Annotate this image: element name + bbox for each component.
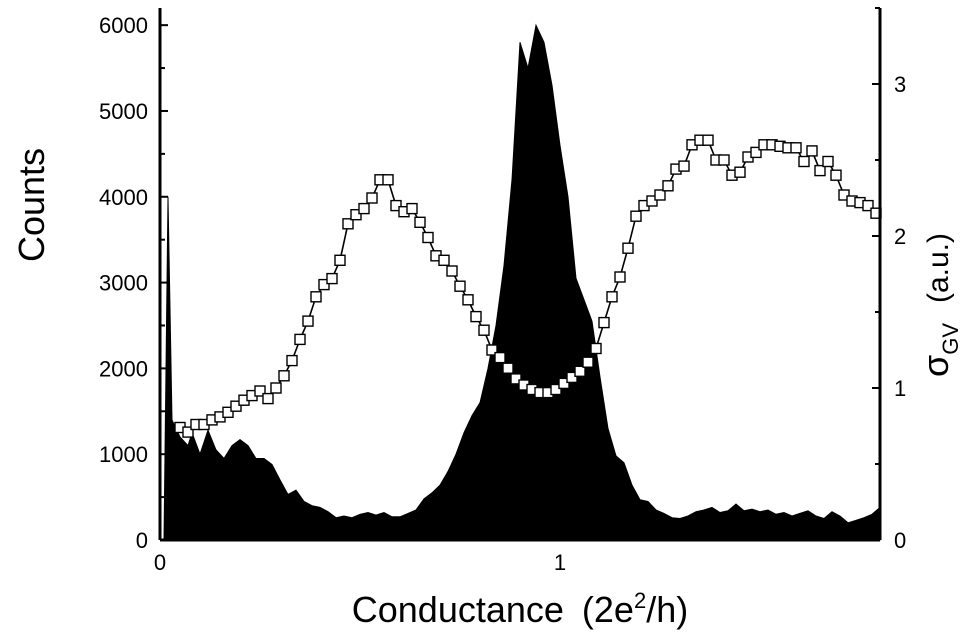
sigma-gv-marker xyxy=(262,392,274,405)
sigma-gv-marker xyxy=(566,371,578,384)
sigma-gv-marker xyxy=(806,145,818,157)
sigma-gv-marker xyxy=(606,291,618,303)
sigma-gv-marker xyxy=(182,426,194,438)
sigma-gv-marker xyxy=(582,356,594,368)
sigma-gv-marker xyxy=(614,271,626,283)
sigma-gv-marker xyxy=(550,383,562,396)
y-axis-right-title-sub: GV xyxy=(938,323,963,355)
sigma-gv-marker xyxy=(590,342,602,355)
y-left-tick-label: 6000 xyxy=(99,13,148,38)
sigma-gv-marker xyxy=(342,218,354,230)
sigma-gv-marker xyxy=(862,199,874,212)
sigma-gv-marker xyxy=(294,333,306,346)
y-right-tick-label: 3 xyxy=(894,72,906,97)
sigma-gv-marker xyxy=(230,400,242,412)
sigma-gv-marker xyxy=(326,272,338,285)
sigma-gv-marker xyxy=(734,166,746,178)
sigma-gv-marker xyxy=(630,210,642,222)
sigma-gv-marker xyxy=(302,315,314,327)
y-axis-right-title-unit: (a.u.) xyxy=(922,233,955,303)
y-axis-right-title-symbol: σ xyxy=(915,355,956,377)
axis-ticks: 0 1000 2000 3000 4000 5000 6000 0 1 2 3 0 1 xyxy=(99,7,906,575)
x-axis-title-unit-prefix: (2e xyxy=(582,589,634,630)
sigma-gv-marker xyxy=(454,280,466,292)
sigma-gv-marker xyxy=(278,370,290,382)
sigma-gv-marker xyxy=(478,324,490,336)
sigma-gv-marker xyxy=(622,242,634,254)
sigma-gv-marker xyxy=(574,365,586,377)
y-axis-right-title: σGV (a.u.) xyxy=(915,233,963,377)
sigma-gv-marker xyxy=(270,382,282,394)
sigma-gv-marker xyxy=(678,160,690,172)
x-tick-label: 0 xyxy=(154,550,166,575)
x-tick-label: 1 xyxy=(554,550,566,575)
sigma-gv-marker xyxy=(310,291,322,303)
y-left-tick-label: 5000 xyxy=(99,99,148,124)
sigma-gv-marker xyxy=(438,254,450,267)
sigma-gv-marker xyxy=(646,195,658,207)
y-left-tick-label: 2000 xyxy=(99,356,148,381)
sigma-gv-marker xyxy=(598,316,610,329)
sigma-gv-marker xyxy=(334,254,346,267)
counts-area xyxy=(163,23,881,541)
sigma-gv-marker xyxy=(350,208,362,221)
sigma-gv-marker xyxy=(486,344,498,356)
sigma-gv-marker xyxy=(790,142,802,154)
x-axis-title-quantity: Conductance xyxy=(352,589,564,630)
y-left-tick-label: 1000 xyxy=(99,442,148,467)
y-left-tick-label: 4000 xyxy=(99,185,148,210)
y-left-tick-label: 3000 xyxy=(99,271,148,296)
sigma-gv-marker xyxy=(470,310,482,323)
sigma-gv-marker xyxy=(814,164,826,177)
sigma-gv-marker xyxy=(422,231,434,244)
y-right-tick-label: 2 xyxy=(894,224,906,249)
sigma-gv-marker xyxy=(286,354,298,367)
sigma-gv-marker xyxy=(446,265,458,277)
sigma-gv-marker xyxy=(838,189,850,201)
sigma-gv-series xyxy=(174,134,882,438)
y-right-tick-label: 1 xyxy=(894,376,906,401)
sigma-gv-marker xyxy=(502,362,514,374)
sigma-gv-marker xyxy=(662,180,674,192)
sigma-gv-marker xyxy=(718,154,730,166)
sigma-gv-marker xyxy=(750,146,762,159)
sigma-gv-marker xyxy=(366,192,378,204)
sigma-gv-marker xyxy=(222,406,234,418)
sigma-gv-marker xyxy=(318,278,330,291)
x-axis-title: Conductance (2e2/h) xyxy=(352,588,688,630)
sigma-gv-marker xyxy=(382,174,394,186)
sigma-gv-marker xyxy=(390,199,402,212)
sigma-gv-marker xyxy=(358,202,370,215)
sigma-gv-marker xyxy=(462,294,474,306)
sigma-gv-marker xyxy=(654,189,666,201)
x-axis-title-unit-sup: 2 xyxy=(634,588,646,613)
sigma-gv-marker xyxy=(830,169,842,181)
sigma-gv-marker xyxy=(798,155,810,168)
y-right-tick-label: 0 xyxy=(894,528,906,553)
sigma-gv-marker xyxy=(414,216,426,229)
sigma-gv-marker xyxy=(510,373,522,385)
sigma-gv-marker xyxy=(254,385,266,397)
counts-area-series xyxy=(163,23,881,541)
sigma-gv-marker xyxy=(558,377,570,390)
sigma-gv-marker xyxy=(494,351,506,364)
sigma-gv-marker xyxy=(702,134,714,146)
y-axis-left-title: Counts xyxy=(11,148,52,262)
x-axis-title-unit-suffix: /h) xyxy=(646,589,688,630)
y-left-tick-label: 0 xyxy=(136,528,148,553)
sigma-gv-marker xyxy=(406,202,418,215)
sigma-gv-marker xyxy=(822,155,834,168)
